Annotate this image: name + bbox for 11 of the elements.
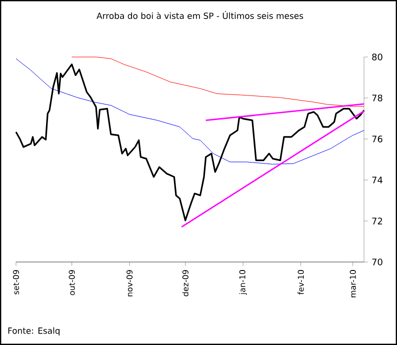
line-series [15,64,365,222]
line-series [72,56,364,107]
source-note: Fonte: Esalq [8,327,60,336]
y-tick-label: 70 [372,258,382,266]
y-tick-label: 78 [372,94,382,102]
y-tick-label: 74 [372,176,382,184]
y-tick-label: 80 [372,54,382,60]
line-series [16,58,364,164]
chart-title: Arroba do boi à vista em SP - Últimos seis meses [96,11,304,19]
y-tick-label: 76 [372,136,382,142]
y-tick-label: 72 [372,218,382,224]
